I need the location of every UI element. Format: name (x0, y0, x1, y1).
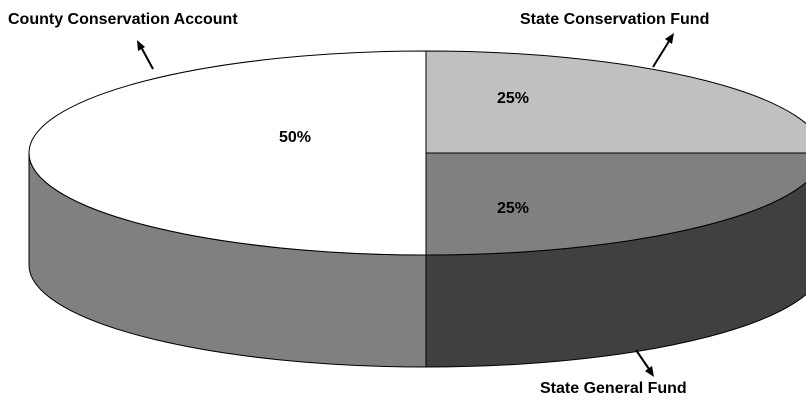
pie-category-label: State General Fund (540, 380, 687, 397)
pie-slice-state-conservation-fund (425, 50, 806, 154)
pie-value-label: 25% (497, 90, 529, 107)
pie-value-label: 25% (497, 200, 529, 217)
pie-slice-county-conservation-account (28, 50, 427, 256)
leader-arrow (139, 44, 154, 70)
pie-category-label: County Conservation Account (8, 11, 238, 28)
pie-category-label: State Conservation Fund (520, 11, 709, 28)
arrowhead-icon (665, 33, 674, 44)
leader-arrow (635, 349, 652, 373)
pie-slice-state-general-fund (425, 152, 806, 256)
pie-value-label: 50% (279, 129, 311, 146)
leader-arrow (652, 37, 672, 68)
arrowhead-icon (645, 366, 654, 377)
arrowhead-icon (137, 40, 145, 51)
